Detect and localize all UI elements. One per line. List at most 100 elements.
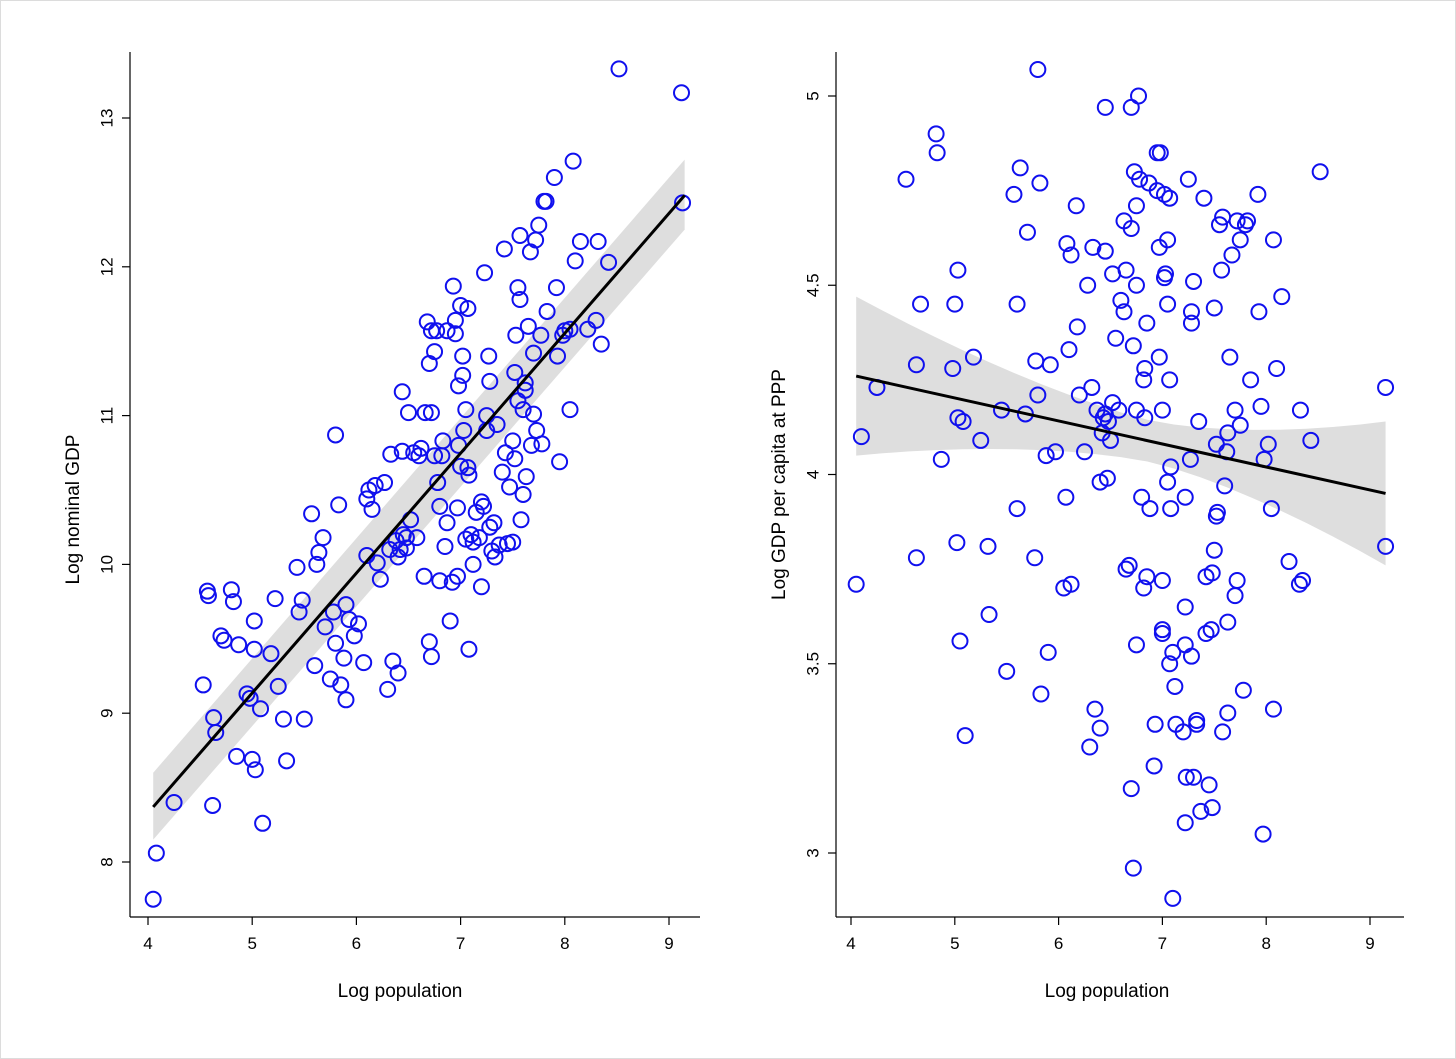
data-point: [241, 689, 259, 707]
data-point: [1166, 677, 1184, 695]
data-point: [1070, 386, 1088, 404]
data-point: [1161, 189, 1179, 207]
data-point: [431, 497, 449, 515]
data-point: [400, 404, 417, 422]
data-point: [288, 558, 306, 576]
data-point: [538, 302, 556, 320]
data-point: [460, 640, 478, 658]
data-point: [512, 511, 530, 529]
data-point: [1280, 553, 1298, 571]
x-axis-title: Log population: [1045, 981, 1170, 1002]
x-tick-label: 7: [456, 934, 465, 953]
data-point: [944, 360, 962, 378]
y-tick-label: 10: [97, 555, 116, 574]
y-tick-label: 13: [97, 109, 116, 128]
data-point: [1145, 757, 1163, 775]
y-tick-label: 4: [803, 470, 822, 479]
data-point: [949, 409, 967, 427]
data-point: [355, 654, 373, 672]
data-point: [511, 291, 529, 309]
data-point: [454, 347, 472, 365]
data-point: [525, 405, 543, 423]
data-point: [1039, 643, 1057, 661]
data-point: [1188, 715, 1206, 733]
data-point: [1146, 715, 1164, 733]
data-point: [459, 459, 477, 477]
data-point: [1262, 500, 1280, 518]
data-point: [1122, 219, 1140, 237]
data-point: [1067, 197, 1085, 215]
data-point: [454, 366, 472, 384]
data-point: [1153, 401, 1171, 419]
data-points: [847, 61, 1395, 907]
data-point: [928, 144, 946, 162]
data-point: [1031, 174, 1049, 192]
data-point: [948, 534, 966, 552]
data-point: [165, 793, 183, 811]
data-point: [1179, 170, 1197, 188]
data-point: [1041, 356, 1059, 374]
data-point: [1058, 235, 1076, 253]
data-point: [1153, 621, 1171, 639]
data-point: [358, 490, 376, 508]
data-point: [932, 450, 950, 468]
x-tick-label: 7: [1158, 934, 1167, 953]
data-point: [1135, 579, 1153, 597]
data-point: [371, 570, 389, 588]
data-point: [376, 474, 394, 492]
data-point: [448, 567, 466, 585]
data-point: [1151, 144, 1169, 162]
data-point: [224, 593, 242, 611]
data-point: [412, 439, 430, 457]
data-point: [496, 444, 514, 462]
data-point: [1159, 473, 1177, 491]
data-point: [1032, 685, 1050, 703]
data-point: [472, 578, 490, 596]
data-point: [1195, 189, 1213, 207]
data-point: [431, 572, 449, 590]
data-point: [954, 413, 972, 431]
data-point: [589, 233, 607, 251]
data-point: [1029, 386, 1047, 404]
data-point: [561, 320, 579, 338]
data-point: [422, 648, 440, 666]
y-tick-label: 4.5: [803, 273, 822, 297]
data-point: [397, 529, 415, 547]
data-point: [493, 463, 511, 481]
data-point: [450, 377, 468, 395]
data-point: [1096, 242, 1114, 260]
data-point: [1231, 231, 1249, 249]
data-point: [204, 796, 222, 814]
data-point: [1029, 61, 1047, 79]
data-point: [1203, 799, 1221, 817]
data-point: [327, 426, 345, 444]
data-point: [571, 233, 589, 251]
data-point: [509, 279, 527, 297]
data-point: [532, 326, 550, 344]
data-point: [998, 662, 1016, 680]
data-point: [1138, 568, 1156, 586]
y-tick-label: 11: [97, 407, 116, 425]
data-point: [1127, 636, 1145, 654]
data-point: [1122, 780, 1140, 798]
y-tick-label: 5: [803, 91, 822, 100]
x-tick-label: 9: [664, 934, 673, 953]
data-point: [1219, 424, 1237, 442]
data-point: [1226, 587, 1244, 605]
data-point: [951, 632, 969, 650]
data-point: [345, 627, 363, 645]
data-point: [1099, 413, 1117, 431]
data-point: [549, 347, 567, 365]
data-point: [1076, 443, 1094, 461]
data-point: [1250, 303, 1268, 321]
data-points: [144, 60, 692, 908]
data-point: [1214, 723, 1232, 741]
data-point: [1200, 776, 1218, 794]
data-point: [946, 295, 964, 313]
data-point: [337, 691, 355, 709]
data-point: [852, 428, 870, 446]
data-point: [1205, 541, 1223, 559]
data-point: [1228, 212, 1246, 230]
data-point: [1182, 303, 1200, 321]
data-point: [457, 530, 475, 548]
